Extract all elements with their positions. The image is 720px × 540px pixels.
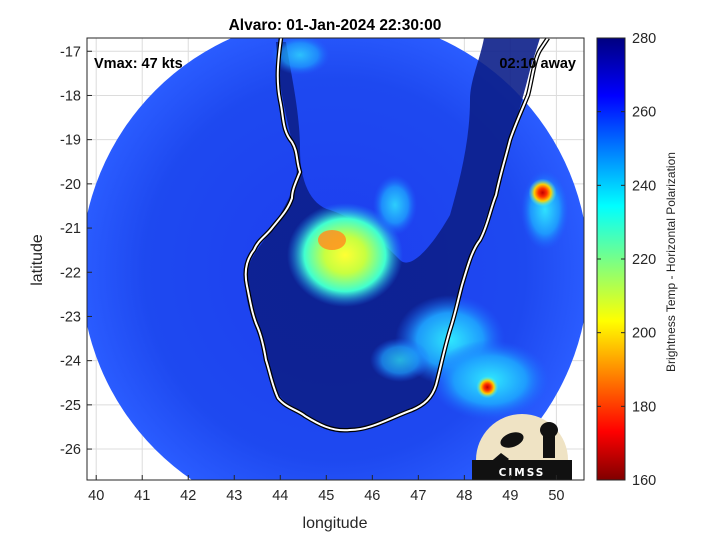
y-tick-label: -24: [60, 354, 81, 370]
time-away-label: 02:10 away: [499, 56, 576, 72]
axes-frame: [86, 37, 585, 481]
vmax-label: Vmax: 47 kts: [94, 56, 183, 72]
y-tick-label: -23: [60, 309, 81, 325]
logo-tower-top: [540, 422, 558, 438]
x-axis-label: longitude: [303, 515, 368, 532]
brightness-field: CIMSS: [87, 38, 584, 480]
x-tick-label: 47: [410, 488, 426, 504]
colorbar: [596, 37, 626, 481]
colorbar-tick-label: 180: [632, 399, 656, 415]
y-tick-label: -18: [60, 88, 81, 104]
logo-banner: [472, 460, 572, 480]
chart-title: Alvaro: 01-Jan-2024 22:30:00: [229, 17, 442, 34]
x-tick-label: 46: [364, 488, 380, 504]
colorbar-tick-label: 240: [632, 178, 656, 194]
y-tick-label: -26: [60, 442, 81, 458]
x-tick-label: 44: [272, 488, 288, 504]
cimss-logo: CIMSS: [472, 414, 572, 480]
x-tick-label: 41: [134, 488, 150, 504]
colorbar-tick-label: 220: [632, 252, 656, 268]
coastline: [244, 38, 549, 432]
hot-spot: [476, 376, 499, 399]
storm-core: [287, 203, 403, 307]
colorbar-tick-label: 260: [632, 105, 656, 121]
rain-band: [373, 175, 417, 235]
x-tick-label: 48: [456, 488, 472, 504]
logo-text: CIMSS: [499, 467, 546, 479]
colorbar-ticks: 280 260 240 220 200 180 160: [597, 31, 656, 489]
colorbar-label: Brightness Temp - Horizontal Polarizatio…: [664, 152, 678, 372]
colorbar-tick-label: 160: [632, 473, 656, 489]
x-tick-label: 42: [180, 488, 196, 504]
logo-dish-2: [500, 432, 524, 448]
y-tick-label: -17: [60, 44, 81, 60]
x-tick-label: 40: [88, 488, 104, 504]
x-tick-label: 50: [548, 488, 564, 504]
x-tick-label: 43: [226, 488, 242, 504]
y-ticks: -17 -18 -19 -20 -21 -22 -23 -24 -25 -26: [60, 44, 92, 458]
cold-land-region: [245, 38, 540, 431]
logo-tower: [543, 432, 555, 458]
se-convection-3: [370, 338, 430, 382]
y-tick-label: -20: [60, 177, 81, 193]
y-tick-label: -21: [60, 221, 81, 237]
x-tick-label: 45: [318, 488, 334, 504]
storm-eyewall: [318, 230, 346, 250]
y-tick-label: -25: [60, 398, 81, 414]
y-tick-label: -19: [60, 133, 81, 149]
hot-spot: [528, 178, 557, 207]
colorbar-tick-label: 280: [632, 31, 656, 47]
x-tick-label: 49: [502, 488, 518, 504]
north-cloud: [270, 38, 330, 75]
x-ticks: 40 41 42 43 44 45 46 47 48 49 50: [88, 475, 564, 504]
y-tick-label: -22: [60, 265, 81, 281]
y-axis-label: latitude: [29, 234, 46, 286]
colorbar-tick-label: 200: [632, 326, 656, 342]
